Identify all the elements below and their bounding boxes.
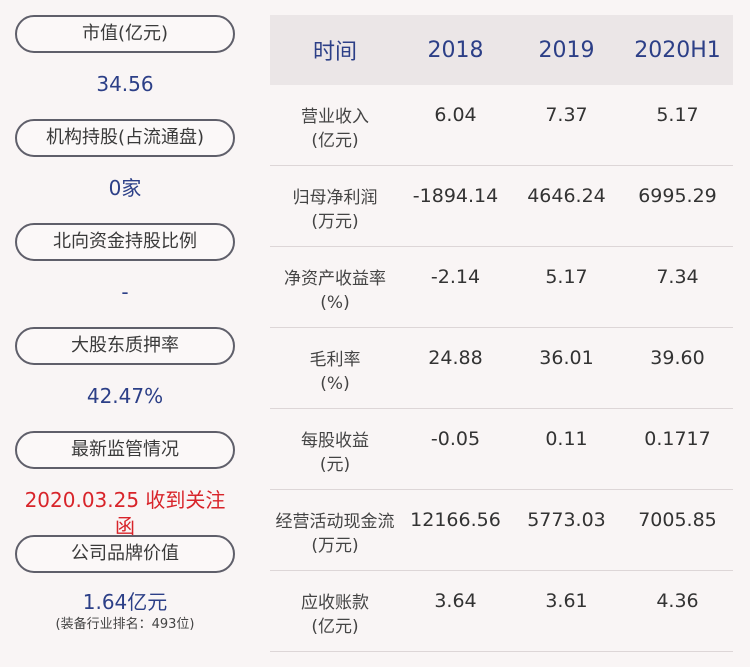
row-label-unit: (元) xyxy=(319,455,351,475)
row-label-main: 应收账款 xyxy=(301,593,369,613)
row-label-unit: (万元) xyxy=(311,212,359,232)
table-cell: 4646.24 xyxy=(527,185,606,207)
header-2020h1: 2020H1 xyxy=(634,37,721,63)
table-row: 每股收益 (元) -0.05 0.11 0.1717 xyxy=(270,409,733,490)
table-cell: 6995.29 xyxy=(638,185,717,207)
pledge-ratio-value: 42.47% xyxy=(86,384,164,408)
table-cell: 5.17 xyxy=(545,266,588,288)
table-cell: 24.88 xyxy=(428,347,483,369)
financial-table: 时间 2018 2019 2020H1 营业收入 (亿元) 6.04 7.37 … xyxy=(270,15,733,652)
market-cap-value: 34.56 xyxy=(96,72,154,96)
table-row: 应收账款 (亿元) 3.64 3.61 4.36 xyxy=(270,571,733,652)
row-label-main: 毛利率 xyxy=(309,350,361,370)
table-cell: 0.1717 xyxy=(644,428,711,450)
header-2019: 2019 xyxy=(538,37,595,63)
row-label: 营业收入 (亿元) xyxy=(270,85,400,153)
table-cell: 0.11 xyxy=(545,428,588,450)
table-cell: 7.37 xyxy=(545,104,588,126)
row-label: 净资产收益率 (%) xyxy=(270,247,400,315)
row-label-unit: (%) xyxy=(320,374,350,394)
institutional-holdings-block: 机构持股(占流通盘) 0家 xyxy=(15,119,235,201)
market-cap-block: 市值(亿元) 34.56 xyxy=(15,15,235,97)
table-row: 归母净利润 (万元) -1894.14 4646.24 6995.29 xyxy=(270,166,733,247)
regulatory-status-value: 2020.03.25 收到关注函 xyxy=(24,488,226,538)
stock-summary-panel: 市值(亿元) 34.56 机构持股(占流通盘) 0家 北向资金持股比例 - 大股… xyxy=(0,0,250,667)
table-row: 净资产收益率 (%) -2.14 5.17 7.34 xyxy=(270,247,733,328)
header-period: 时间 xyxy=(312,40,357,65)
row-label-main: 经营活动现金流 xyxy=(275,512,395,532)
table-cell: -2.14 xyxy=(430,266,481,288)
header-2018: 2018 xyxy=(427,37,484,63)
northbound-holdings-label: 北向资金持股比例 xyxy=(15,223,235,261)
table-cell: 5.17 xyxy=(656,104,699,126)
table-cell: 5773.03 xyxy=(527,509,606,531)
row-label-unit: (%) xyxy=(320,293,350,313)
table-cell: 3.61 xyxy=(545,590,588,612)
northbound-holdings-value: - xyxy=(121,280,129,304)
table-row: 营业收入 (亿元) 6.04 7.37 5.17 xyxy=(270,85,733,166)
row-label: 每股收益 (元) xyxy=(270,409,400,477)
row-label: 经营活动现金流 (万元) xyxy=(270,490,400,558)
row-label-main: 归母净利润 xyxy=(292,188,378,208)
market-cap-label: 市值(亿元) xyxy=(15,15,235,53)
table-cell: 4.36 xyxy=(656,590,699,612)
brand-value-label: 公司品牌价值 xyxy=(15,535,235,573)
table-cell: 7.34 xyxy=(656,266,699,288)
table-cell: 7005.85 xyxy=(638,509,717,531)
pledge-ratio-block: 大股东质押率 42.47% xyxy=(15,327,235,409)
institutional-holdings-value: 0家 xyxy=(108,176,142,200)
brand-value-block: 公司品牌价值 1.64亿元 (装备行业排名：493位) xyxy=(15,535,235,633)
northbound-holdings-block: 北向资金持股比例 - xyxy=(15,223,235,305)
table-row: 经营活动现金流 (万元) 12166.56 5773.03 7005.85 xyxy=(270,490,733,571)
institutional-holdings-label: 机构持股(占流通盘) xyxy=(15,119,235,157)
row-label-unit: (亿元) xyxy=(311,617,359,637)
row-label-main: 净资产收益率 xyxy=(284,269,386,289)
table-cell: 39.60 xyxy=(650,347,705,369)
regulatory-status-block: 最新监管情况 2020.03.25 收到关注函 xyxy=(15,431,235,539)
row-label-main: 营业收入 xyxy=(301,107,369,127)
brand-value-value: 1.64亿元 xyxy=(82,590,168,614)
row-label-unit: (万元) xyxy=(311,536,359,556)
brand-value-rank: (装备行业排名：493位) xyxy=(55,617,195,632)
row-label: 归母净利润 (万元) xyxy=(270,166,400,234)
table-cell: 3.64 xyxy=(434,590,477,612)
table-row: 毛利率 (%) 24.88 36.01 39.60 xyxy=(270,328,733,409)
table-cell: -1894.14 xyxy=(412,185,499,207)
table-cell: 36.01 xyxy=(539,347,594,369)
table-header: 时间 2018 2019 2020H1 xyxy=(270,15,733,85)
pledge-ratio-label: 大股东质押率 xyxy=(15,327,235,365)
row-label: 应收账款 (亿元) xyxy=(270,571,400,639)
row-label-unit: (亿元) xyxy=(311,131,359,151)
row-label-main: 每股收益 xyxy=(301,431,369,451)
row-label: 毛利率 (%) xyxy=(270,328,400,396)
regulatory-status-label: 最新监管情况 xyxy=(15,431,235,469)
table-cell: 6.04 xyxy=(434,104,477,126)
table-cell: -0.05 xyxy=(430,428,481,450)
table-cell: 12166.56 xyxy=(410,509,501,531)
